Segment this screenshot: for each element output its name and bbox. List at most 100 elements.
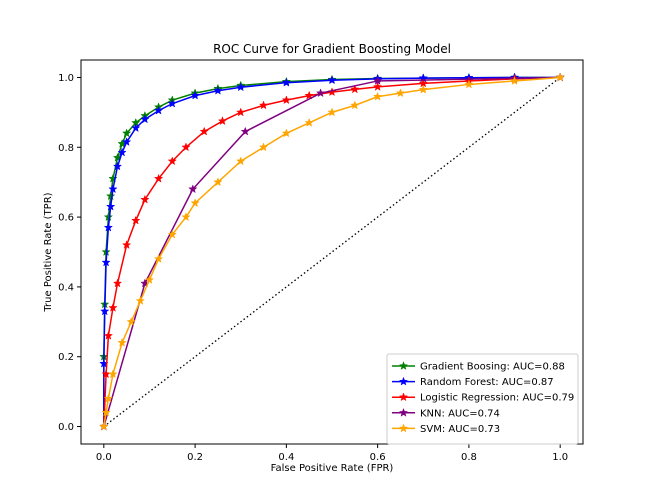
data-point <box>258 142 269 152</box>
x-tick-label: 0.8 <box>461 452 477 463</box>
data-point <box>103 222 114 232</box>
data-point <box>281 77 292 87</box>
legend-label-knn: KNN: AUC=0.74 <box>420 408 500 419</box>
data-point <box>350 84 360 94</box>
data-point <box>327 107 337 117</box>
series-line-random-forest <box>103 76 561 427</box>
data-point <box>126 316 136 326</box>
legend-marker-gradient-boosing <box>398 361 409 370</box>
legend-label-svm: SVM: AUC=0.73 <box>420 424 500 435</box>
data-point <box>121 128 132 138</box>
data-point <box>181 142 191 152</box>
data-point <box>236 82 246 92</box>
data-point <box>135 295 146 305</box>
data-point <box>418 84 428 94</box>
legend-marker-random-forest <box>398 376 409 386</box>
y-tick-label: 0.6 <box>58 213 74 224</box>
data-point <box>188 184 198 194</box>
data-point <box>304 90 314 100</box>
data-point <box>112 278 123 288</box>
y-tick-label: 1.0 <box>58 73 74 84</box>
data-point <box>105 201 116 211</box>
data-point <box>153 105 164 115</box>
data-point <box>153 173 164 183</box>
legend-label-logistic-regression: Logistic Regression: AUC=0.79 <box>420 393 574 404</box>
x-axis-label: False Positive Rate (FPR) <box>271 463 394 474</box>
legend-marker-knn <box>398 407 409 417</box>
data-point <box>350 100 360 110</box>
chart-title: ROC Curve for Gradient Boosting Model <box>213 42 451 56</box>
data-point <box>101 257 111 267</box>
x-tick-label: 1.0 <box>552 452 568 463</box>
data-point <box>121 137 132 147</box>
data-point <box>117 337 127 347</box>
data-point <box>372 81 383 91</box>
data-point <box>213 85 223 95</box>
data-point <box>190 90 200 100</box>
data-point <box>258 100 269 110</box>
data-point <box>464 79 474 89</box>
legend-label-gradient-boosing: Gradient Boosing: AUC=0.88 <box>420 362 565 373</box>
data-point <box>108 302 118 312</box>
data-point <box>236 107 246 117</box>
data-point <box>108 369 118 379</box>
data-point <box>281 95 292 105</box>
data-point <box>103 212 114 222</box>
data-point <box>240 126 250 136</box>
data-point <box>103 393 114 403</box>
data-point <box>199 126 209 136</box>
data-point <box>372 91 383 101</box>
data-point <box>140 114 150 124</box>
data-point <box>181 212 191 222</box>
data-point <box>372 76 383 85</box>
x-tick-label: 0.4 <box>278 452 294 463</box>
data-point <box>112 161 123 171</box>
axes-frame <box>80 59 584 445</box>
data-point <box>327 75 337 85</box>
y-tick-label: 0.4 <box>58 282 74 293</box>
data-point <box>144 275 155 284</box>
series-markers-svm <box>99 72 565 431</box>
data-point <box>153 254 164 263</box>
data-point <box>103 330 114 340</box>
data-point <box>555 72 565 82</box>
data-point <box>167 229 177 239</box>
y-tick-label: 0.2 <box>58 352 74 363</box>
legend: Gradient Boosing: AUC=0.88 Random Forest:… <box>386 353 579 445</box>
data-point <box>140 194 150 204</box>
legend-marker-logistic-regression <box>398 392 409 402</box>
series-line-logistic-regression <box>103 76 561 427</box>
legend-label-random-forest: Random Forest: AUC=0.87 <box>420 377 554 388</box>
y-axis-label: True Positive Rate (TPR) <box>43 192 54 312</box>
data-point <box>217 116 228 126</box>
x-tick-label: 0.6 <box>370 452 386 463</box>
data-point <box>167 156 177 166</box>
data-point <box>99 421 109 431</box>
data-point <box>304 117 314 127</box>
y-tick-label: 0.0 <box>58 422 74 433</box>
data-point <box>108 184 118 194</box>
data-point <box>131 123 141 133</box>
data-point <box>121 240 132 250</box>
data-point <box>315 88 326 98</box>
data-point <box>105 191 116 201</box>
legend-box <box>386 353 579 445</box>
data-point <box>167 98 177 108</box>
data-point <box>213 177 223 187</box>
data-point <box>101 407 111 417</box>
data-point <box>117 147 127 157</box>
data-point <box>395 88 406 98</box>
data-point <box>509 76 520 85</box>
legend-marker-svm <box>398 423 409 433</box>
data-point <box>190 198 200 208</box>
x-tick-label: 0.2 <box>187 452 203 463</box>
data-point <box>236 156 246 166</box>
data-point <box>131 215 141 225</box>
y-tick-label: 0.8 <box>58 143 74 154</box>
x-tick-label: 0.0 <box>96 452 112 463</box>
data-point <box>100 306 110 316</box>
data-point <box>281 128 292 138</box>
plot-area: 0.0 0.2 0.4 0.6 0.8 1.0 0.0 0.2 0.4 0.6 0.8 1.0 <box>58 59 584 463</box>
